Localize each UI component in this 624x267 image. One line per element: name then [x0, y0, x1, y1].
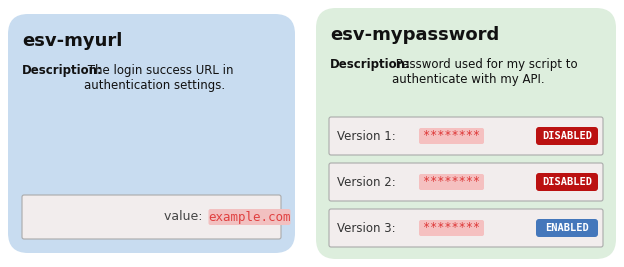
FancyBboxPatch shape — [8, 14, 295, 253]
Text: esv-mypassword: esv-mypassword — [330, 26, 499, 44]
FancyBboxPatch shape — [419, 220, 484, 236]
Text: The login success URL in
authentication settings.: The login success URL in authentication … — [84, 64, 233, 92]
Text: Version 1:: Version 1: — [337, 129, 396, 143]
Text: Password used for my script to
authenticate with my API.: Password used for my script to authentic… — [392, 58, 578, 86]
FancyBboxPatch shape — [329, 163, 603, 201]
FancyBboxPatch shape — [208, 209, 291, 225]
FancyBboxPatch shape — [329, 117, 603, 155]
Text: ********: ******** — [423, 129, 480, 143]
FancyBboxPatch shape — [329, 209, 603, 247]
FancyBboxPatch shape — [536, 219, 598, 237]
Text: ********: ******** — [423, 222, 480, 234]
FancyBboxPatch shape — [419, 128, 484, 144]
Text: value:: value: — [164, 210, 207, 223]
Text: DISABLED: DISABLED — [542, 177, 592, 187]
Text: example.com: example.com — [208, 210, 291, 223]
FancyBboxPatch shape — [536, 127, 598, 145]
FancyBboxPatch shape — [316, 8, 616, 259]
FancyBboxPatch shape — [419, 174, 484, 190]
Text: Description:: Description: — [22, 64, 103, 77]
Text: Description:: Description: — [330, 58, 411, 71]
Text: esv-myurl: esv-myurl — [22, 32, 122, 50]
FancyBboxPatch shape — [22, 195, 281, 239]
Text: Version 2:: Version 2: — [337, 175, 396, 189]
Text: ********: ******** — [423, 175, 480, 189]
Text: DISABLED: DISABLED — [542, 131, 592, 141]
Text: Version 3:: Version 3: — [337, 222, 396, 234]
Text: ENABLED: ENABLED — [545, 223, 589, 233]
FancyBboxPatch shape — [536, 173, 598, 191]
